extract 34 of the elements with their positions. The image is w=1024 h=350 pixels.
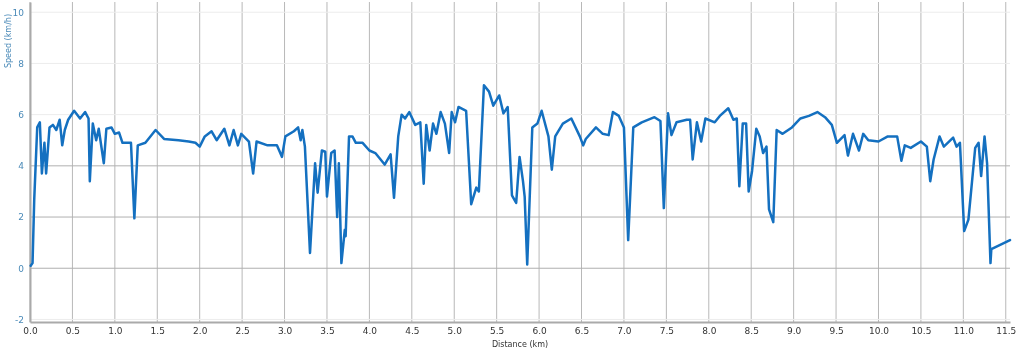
x-tick-label: 2.5 xyxy=(235,326,250,337)
x-tick-label: 0.5 xyxy=(65,326,81,337)
x-tick-label: 3.0 xyxy=(277,326,293,337)
x-tick-label: 4.5 xyxy=(405,326,420,337)
x-tick-label: 6.0 xyxy=(532,326,548,337)
x-tick-label: 11.0 xyxy=(953,326,975,337)
x-tick-label: 1.5 xyxy=(150,326,165,337)
y-tick-label: 8 xyxy=(18,58,25,69)
x-tick-label: 3.5 xyxy=(320,326,335,337)
y-tick-label: 0 xyxy=(18,263,25,274)
x-tick-label: 6.5 xyxy=(574,326,590,337)
x-tick-label: 8.5 xyxy=(744,326,759,337)
y-tick-label: 10 xyxy=(12,7,25,18)
x-tick-label: 8.0 xyxy=(702,326,717,337)
x-tick-label: 11.5 xyxy=(996,326,1017,337)
x-tick-label: 10.0 xyxy=(868,326,890,337)
y-tick-label: 6 xyxy=(18,110,25,121)
y-tick-label: 2 xyxy=(18,212,24,223)
x-tick-label: 4.0 xyxy=(362,326,378,337)
line-series xyxy=(29,83,1012,267)
x-tick-label: 5.5 xyxy=(490,326,505,337)
x-tick-label: 5.0 xyxy=(447,326,463,337)
x-tick-label: 1.0 xyxy=(108,326,123,337)
x-tick-label: 9.5 xyxy=(829,326,844,337)
y-axis-title: Speed (km/h) xyxy=(4,13,13,69)
x-tick-label: 2.0 xyxy=(193,326,208,337)
x-tick-label: 0.0 xyxy=(23,326,38,337)
x-tick-label: 10.5 xyxy=(911,326,932,337)
y-tick-label: 4 xyxy=(18,161,25,172)
x-tick-label: 7.5 xyxy=(659,326,675,337)
x-axis-title: Distance (km) xyxy=(491,340,549,349)
x-tick-label: 7.0 xyxy=(617,326,632,337)
y-tick-label: -2 xyxy=(15,314,24,325)
x-tick-label: 9.0 xyxy=(786,326,802,337)
